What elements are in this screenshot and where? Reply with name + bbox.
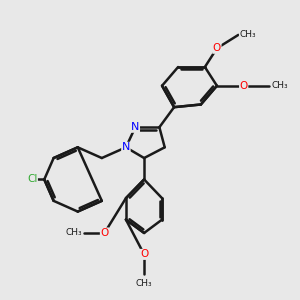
- Text: CH₃: CH₃: [239, 30, 256, 39]
- Text: O: O: [213, 43, 221, 53]
- Text: N: N: [122, 142, 130, 152]
- Text: Cl: Cl: [27, 174, 38, 184]
- Text: CH₃: CH₃: [136, 279, 152, 288]
- Text: O: O: [240, 81, 248, 91]
- Text: CH₃: CH₃: [65, 229, 82, 238]
- Text: O: O: [100, 228, 109, 238]
- Text: N: N: [131, 122, 140, 132]
- Text: CH₃: CH₃: [272, 81, 288, 90]
- Text: O: O: [140, 249, 148, 260]
